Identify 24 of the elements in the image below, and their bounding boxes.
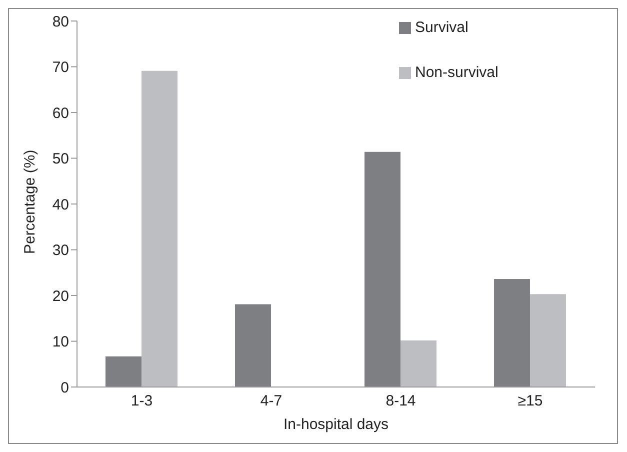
y-tick-label: 0 [60,379,69,396]
bar [234,304,271,387]
x-axis-title: In-hospital days [283,416,389,433]
y-tick-label: 30 [52,242,69,260]
x-tick-label: 8-14 [386,392,416,410]
y-tick-label: 70 [52,59,69,76]
legend-label: Survival [415,19,468,36]
bar [364,152,400,387]
y-tick-label: 20 [52,288,69,305]
y-tick-label: 80 [52,13,69,30]
y-axis-title: Percentage (%) [21,150,38,254]
bar [400,340,436,387]
x-tick-label: 4-7 [260,392,282,410]
bar [141,70,178,387]
y-tick-label: 10 [52,334,69,351]
legend-label: Non-survival [415,64,498,81]
x-tick-label: 1-3 [130,392,153,410]
y-tick-label: 50 [52,150,69,168]
bar [105,356,142,387]
bar [530,294,566,387]
y-tick-label: 40 [52,196,69,214]
y-tick-label: 60 [52,104,69,122]
x-tick-label: ≥15 [518,392,543,410]
bar [494,279,530,387]
